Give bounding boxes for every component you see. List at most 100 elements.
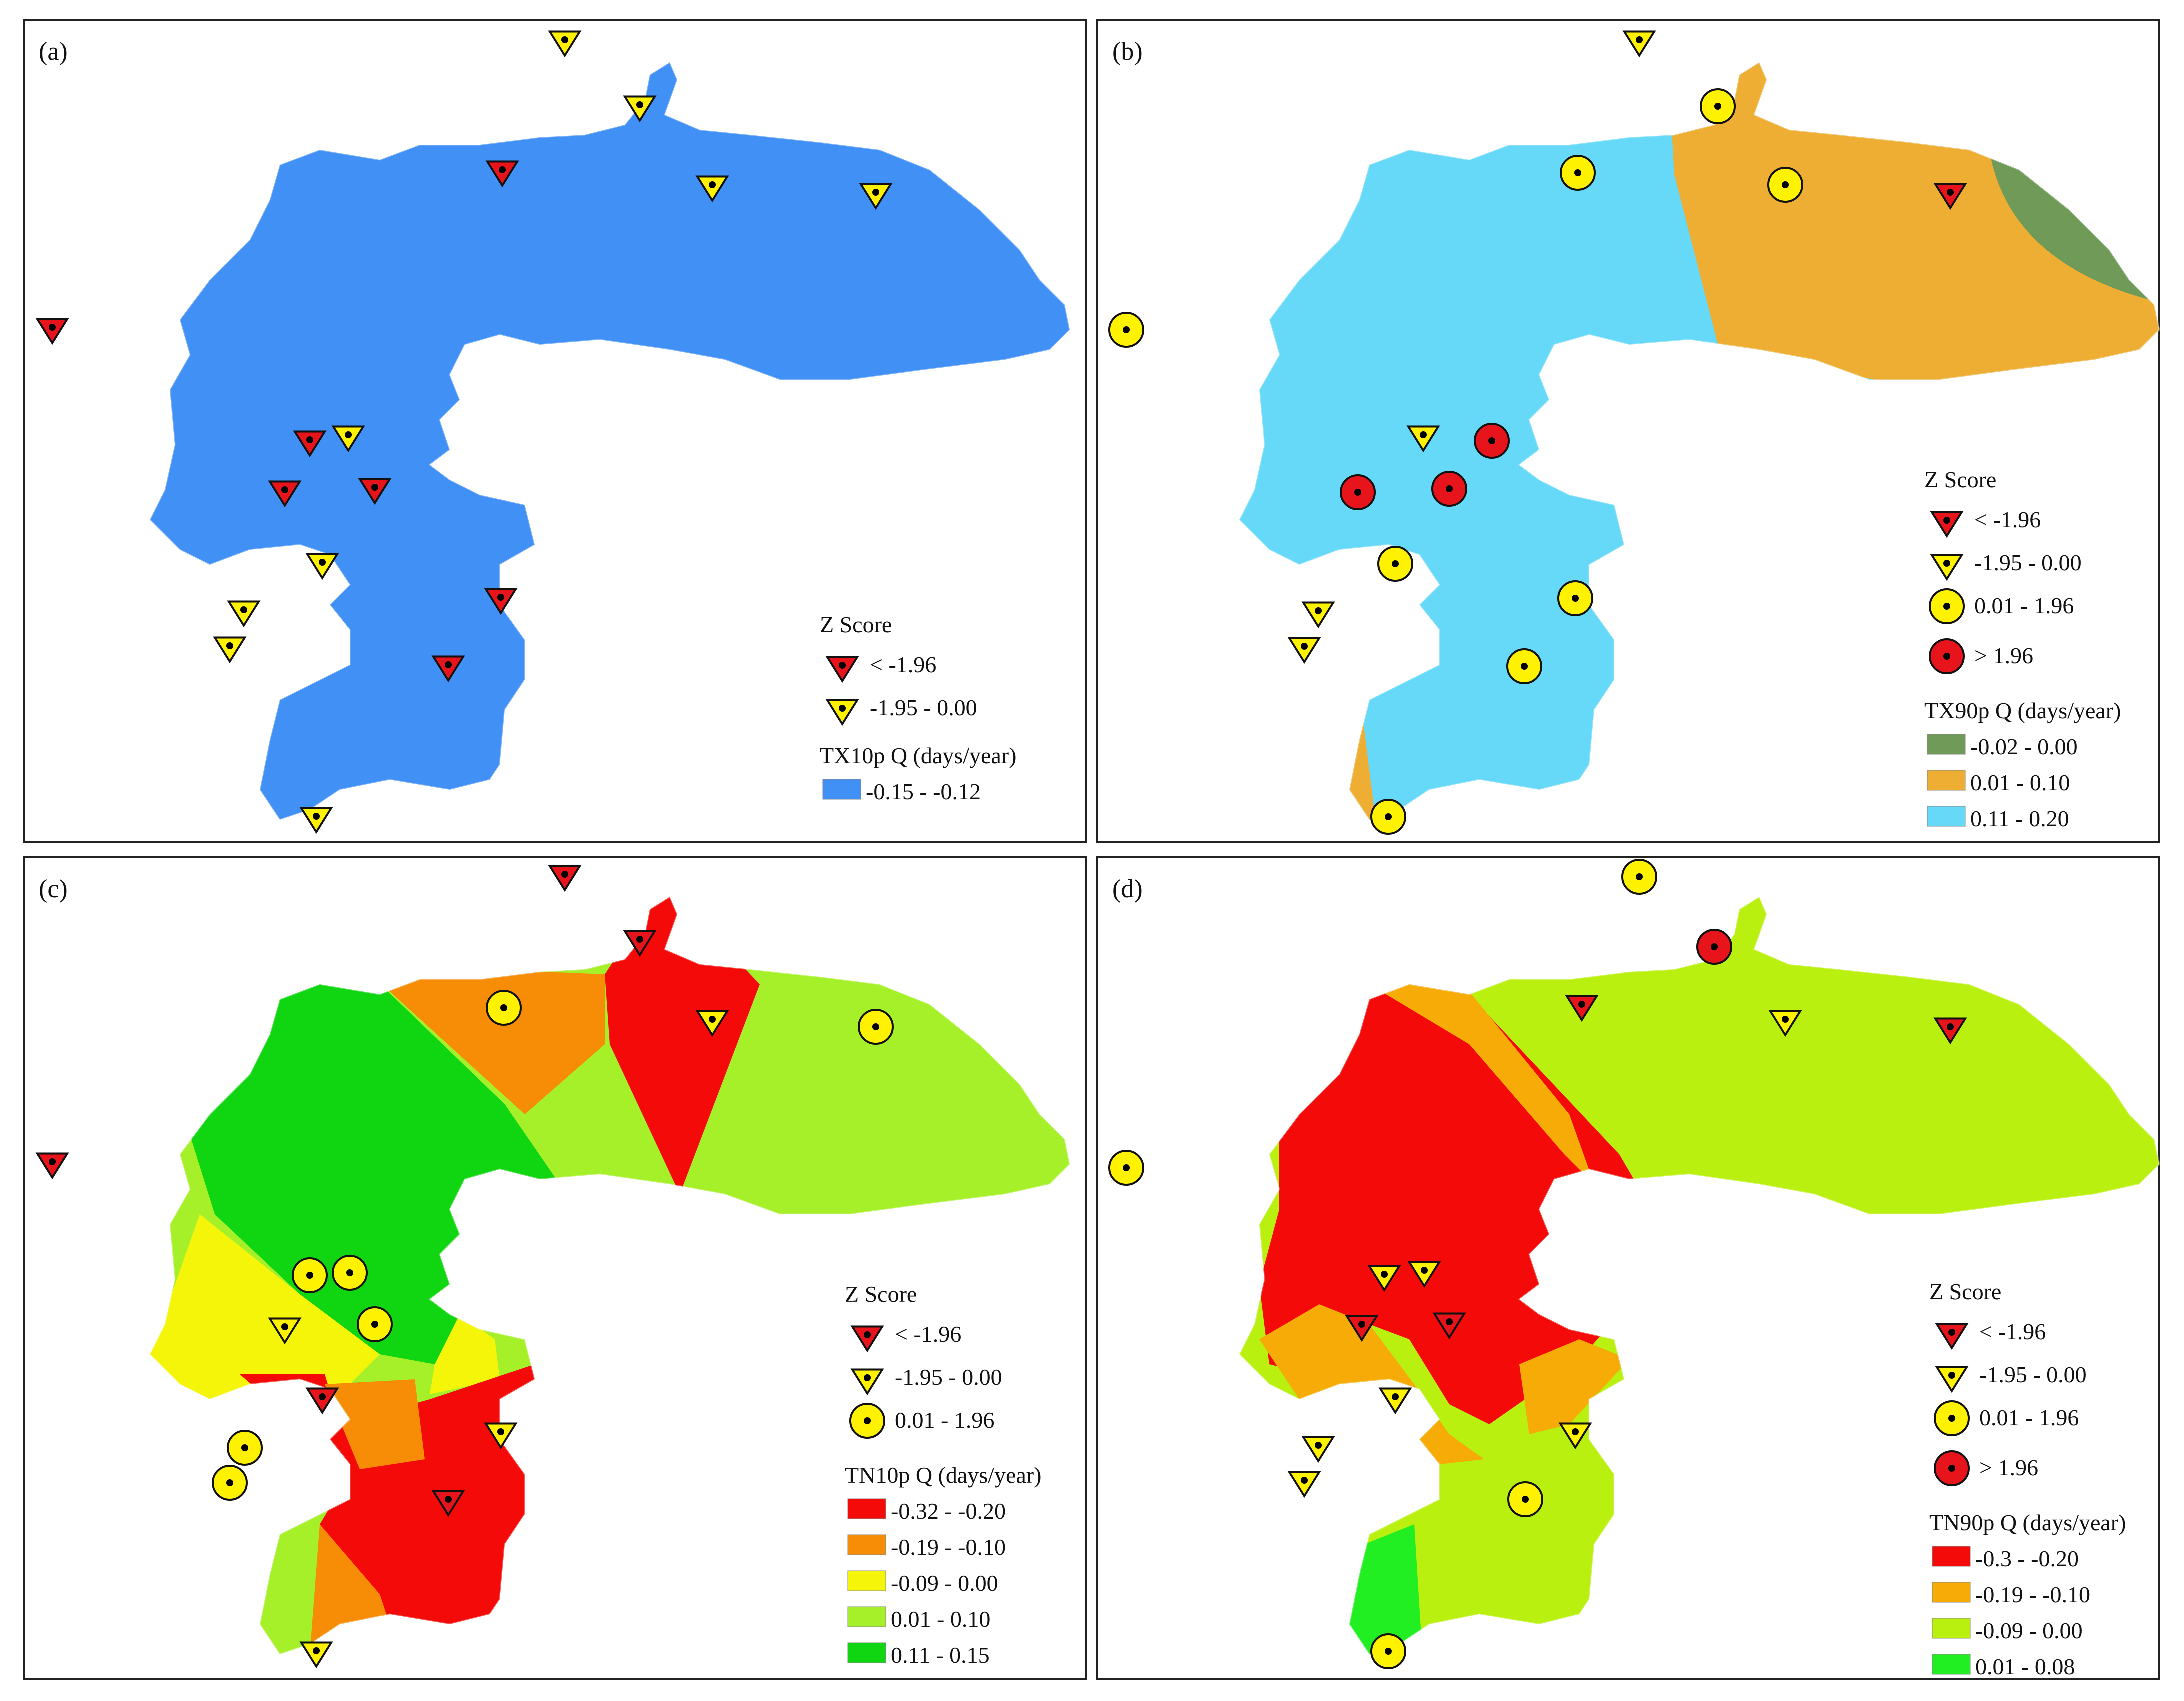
legend-q-item: -0.19 - -0.10 <box>891 1534 1006 1560</box>
marker-dot <box>313 1647 320 1654</box>
marker-dot <box>872 189 879 196</box>
red-triangle-icon <box>1930 511 1964 538</box>
station-yellow-triangle-icon <box>1768 1010 1802 1037</box>
marker-dot <box>1943 517 1950 524</box>
station-red-triangle-icon <box>431 1490 465 1517</box>
marker-dot <box>1948 1415 1955 1422</box>
station-red-triangle-icon <box>484 588 518 615</box>
legend-q-title: TN10p Q (days/year) <box>845 1462 1041 1488</box>
marker-dot <box>1947 189 1954 196</box>
station-yellow-triangle-icon <box>1407 1261 1441 1288</box>
legend-q-item: -0.3 - -0.20 <box>1975 1546 2079 1571</box>
marker-dot <box>1578 1001 1585 1008</box>
legend-color-swatch <box>1927 770 1966 791</box>
marker-dot <box>1943 603 1950 610</box>
station-yellow-triangle-icon <box>299 1641 333 1669</box>
legend-color-swatch <box>1927 806 1966 827</box>
marker-dot <box>1354 489 1361 496</box>
legend-q-title: TX10p Q (days/year) <box>820 743 1016 768</box>
legend-q-item: -0.19 - -0.10 <box>1975 1582 2090 1607</box>
marker-dot <box>1488 437 1495 444</box>
marker-dot <box>709 1016 716 1023</box>
marker-dot <box>240 606 247 613</box>
marker-dot <box>1943 560 1950 567</box>
legend-q-item: 0.01 - 0.10 <box>891 1606 990 1632</box>
map-panel-tn90p: (d) Z Score < -1.96 -1.95 - 0.00 0.01 - 1.96… <box>1096 856 2160 1680</box>
marker-dot <box>281 486 288 493</box>
station-yellow-triangle-icon <box>299 807 333 834</box>
legend: Z Score < -1.96 -1.95 - 0.00 0.01 - 1.96 > 1… <box>1929 1279 2126 1679</box>
marker-dot <box>864 1374 871 1381</box>
station-markers <box>35 30 893 834</box>
station-markers <box>1108 859 1967 1669</box>
trend-zone <box>190 964 560 1364</box>
marker-dot <box>839 705 846 712</box>
marker-dot <box>500 1004 507 1011</box>
marker-dot <box>1446 1318 1453 1325</box>
station-yellow-triangle-icon <box>331 425 365 453</box>
legend-z-item: > 1.96 <box>1979 1455 2038 1480</box>
station-red-triangle-icon <box>305 1387 339 1415</box>
legend-q-item: -0.09 - 0.00 <box>1975 1618 2083 1643</box>
station-red-triangle-icon <box>1565 995 1599 1022</box>
trend-zone <box>1519 1339 1629 1434</box>
station-yellow-triangle-icon <box>268 1317 302 1345</box>
station-red-triangle-icon <box>358 478 392 505</box>
panel-label: (c) <box>39 875 68 903</box>
marker-dot <box>445 661 452 668</box>
station-yellow-triangle-icon <box>695 1010 729 1037</box>
marker-dot <box>241 1444 248 1451</box>
station-yellow-triangle-icon <box>484 1422 518 1450</box>
region-outline <box>1238 895 2160 1655</box>
region-outline <box>149 61 1071 821</box>
marker-dot <box>319 559 326 566</box>
red-triangle-icon <box>825 656 859 683</box>
legend-z-item: < -1.96 <box>1974 507 2041 532</box>
legend-z-item: -1.95 - 0.00 <box>895 1364 1002 1390</box>
marker-dot <box>1572 595 1579 602</box>
marker-dot <box>1572 1428 1579 1435</box>
map-panel-tx10p: (a) Z Score < -1.96 -1.95 - 0.00 TX10p Q (da… <box>23 19 1087 843</box>
legend-color-swatch <box>1927 734 1966 755</box>
marker-dot <box>1948 1372 1955 1379</box>
marker-dot <box>839 662 846 669</box>
marker-dot <box>1420 431 1427 438</box>
marker-dot <box>864 1331 871 1338</box>
station-yellow-triangle-icon <box>1622 30 1656 58</box>
marker-dot <box>1301 1477 1308 1484</box>
legend-z-item: < -1.96 <box>870 652 936 677</box>
panel-label: (b) <box>1112 37 1143 66</box>
map-panel-tn10p: (c) Z Score < -1.96 -1.95 - 0.00 0.01 - 1.96… <box>23 856 1087 1680</box>
marker-dot <box>1315 607 1322 614</box>
marker-dot <box>709 181 716 188</box>
marker-dot <box>1315 1442 1322 1449</box>
marker-dot <box>1943 653 1950 660</box>
marker-dot <box>1301 643 1308 650</box>
trend-zone <box>325 1379 425 1469</box>
legend-z-title: Z Score <box>1924 467 1996 492</box>
marker-dot <box>345 431 352 438</box>
marker-dot <box>306 1272 313 1279</box>
station-yellow-triangle-icon <box>548 30 582 58</box>
marker-dot <box>1948 1465 1955 1472</box>
legend-color-swatch <box>1932 1546 1971 1567</box>
legend: Z Score < -1.96 -1.95 - 0.00 0.01 - 1.96 TN1… <box>845 1281 1041 1668</box>
legend-color-swatch <box>847 1642 886 1663</box>
station-yellow-triangle-icon <box>623 95 657 123</box>
marker-dot <box>1711 943 1718 950</box>
trend-zone <box>430 1314 500 1394</box>
station-yellow-triangle-icon <box>1287 637 1321 664</box>
marker-dot <box>319 1393 326 1400</box>
marker-dot <box>281 1323 288 1330</box>
marker-dot <box>226 1479 233 1486</box>
yellow-triangle-icon <box>1935 1366 1969 1393</box>
station-red-triangle-icon <box>1345 1315 1379 1342</box>
marker-dot <box>1421 1267 1428 1274</box>
legend-z-item: -1.95 - 0.00 <box>870 695 977 720</box>
station-red-triangle-icon <box>1432 1312 1466 1340</box>
legend-z-title: Z Score <box>1929 1279 2001 1304</box>
legend-q-item: 0.11 - 0.15 <box>891 1642 990 1668</box>
marker-dot <box>1385 813 1392 820</box>
legend-z-item: 0.01 - 1.96 <box>895 1407 994 1433</box>
legend-z-item: -1.95 - 0.00 <box>1974 550 2082 575</box>
